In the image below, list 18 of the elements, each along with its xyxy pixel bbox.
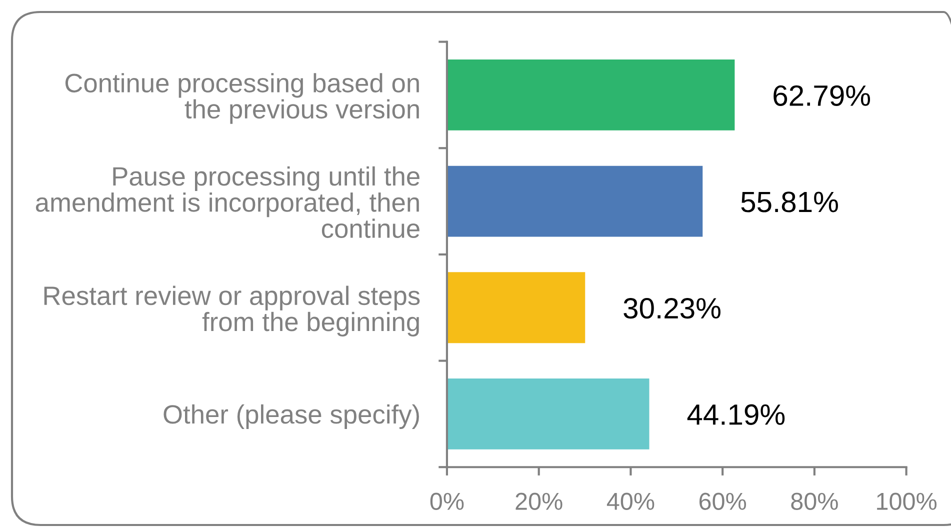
x-tick-label: 20%	[516, 492, 562, 510]
x-tick-label: 60%	[699, 492, 746, 510]
y-tick-label: Restart review or approval steps from the beginning	[44, 286, 420, 336]
y-tick-label: Continue processing based on the previous version	[65, 73, 419, 124]
x-tick-label: 0%	[430, 492, 464, 510]
data-label: 44.19%	[687, 404, 785, 425]
bar	[446, 270, 587, 344]
bar	[446, 58, 736, 132]
x-tick-label: 40%	[606, 492, 654, 510]
bar	[446, 164, 704, 238]
data-label: 62.79%	[774, 85, 870, 106]
y-tick-label: Pause processing until the amendment is incorporated, then continue	[36, 166, 420, 238]
x-tick-label: 100%	[877, 492, 937, 510]
bar	[446, 377, 651, 451]
y-tick-label: Other (please specify)	[164, 404, 419, 429]
data-label: 55.81%	[741, 192, 838, 212]
x-tick-label: 80%	[791, 492, 838, 510]
data-label: 30.23%	[624, 298, 720, 319]
